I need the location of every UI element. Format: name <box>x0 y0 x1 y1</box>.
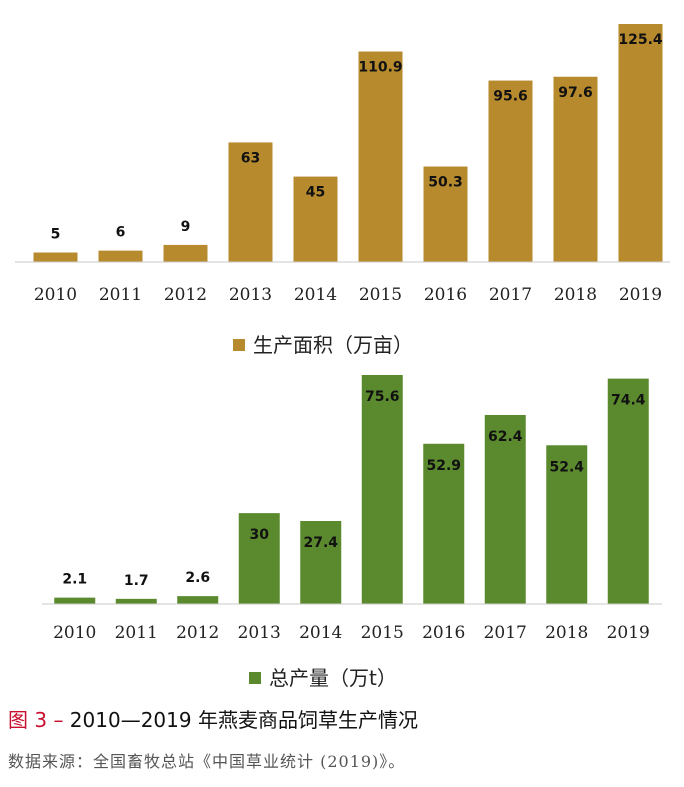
figure-number: 图 3 – <box>8 708 64 732</box>
bar-2017 <box>488 80 533 262</box>
x-tick-2018: 2018 <box>545 623 588 643</box>
x-tick-2016: 2016 <box>424 285 467 305</box>
data-label-2014: 45 <box>306 185 325 201</box>
x-tick-2010: 2010 <box>34 285 77 305</box>
x-tick-2018: 2018 <box>554 285 597 305</box>
bar-2010 <box>33 252 78 262</box>
data-label-2012: 9 <box>181 219 191 235</box>
legend-swatch <box>249 672 261 684</box>
bar-2016 <box>423 443 465 604</box>
bar-2015 <box>358 51 403 263</box>
bar-2011 <box>115 598 157 604</box>
data-label-2014: 27.4 <box>303 535 338 551</box>
data-label-2016: 50.3 <box>428 175 463 191</box>
data-label-2017: 95.6 <box>493 89 528 105</box>
bar-2010 <box>54 597 96 604</box>
x-tick-2016: 2016 <box>422 623 465 643</box>
data-source: 数据来源：全国畜牧总站《中国草业统计 (2019)》。 <box>8 752 406 771</box>
bar-2018 <box>546 445 588 604</box>
data-label-2018: 97.6 <box>558 85 593 101</box>
bar-2019 <box>618 24 663 262</box>
data-label-2017: 62.4 <box>488 429 523 445</box>
legend-label: 总产量（万t） <box>269 666 397 690</box>
x-tick-2015: 2015 <box>361 623 404 643</box>
charts-svg: 5 2010 6 2011 9 2012 63 2013 45 2014 110.9 2015 50.3… <box>15 24 670 690</box>
bar-2017 <box>484 414 526 604</box>
x-tick-2011: 2011 <box>99 285 142 305</box>
data-label-2010: 5 <box>51 227 61 243</box>
x-tick-2013: 2013 <box>238 623 281 643</box>
x-tick-2019: 2019 <box>607 623 650 643</box>
data-label-2016: 52.9 <box>426 458 461 474</box>
data-label-2013: 63 <box>241 150 260 166</box>
data-label-2018: 52.4 <box>549 459 584 475</box>
data-label-2019: 74.4 <box>611 393 646 409</box>
figure-title: 2010—2019 年燕麦商品饲草生产情况 <box>63 708 418 732</box>
x-tick-2017: 2017 <box>489 285 532 305</box>
bar-2012 <box>177 596 219 604</box>
bar-2018 <box>553 76 598 262</box>
x-tick-2014: 2014 <box>294 285 337 305</box>
x-tick-2011: 2011 <box>115 623 158 643</box>
data-label-2013: 30 <box>250 527 270 543</box>
x-tick-2017: 2017 <box>484 623 527 643</box>
x-tick-2015: 2015 <box>359 285 402 305</box>
x-tick-2012: 2012 <box>176 623 219 643</box>
bar-2016 <box>423 166 468 262</box>
x-tick-2019: 2019 <box>619 285 662 305</box>
bar-2019 <box>607 378 649 604</box>
data-label-2011: 6 <box>116 225 126 241</box>
data-label-2015: 110.9 <box>358 60 402 76</box>
chart-2: 2.1 2010 1.7 2011 2.6 2012 30 2013 27.4 2014 75.6 2… <box>42 375 662 690</box>
data-label-2010: 2.1 <box>62 572 87 588</box>
data-label-2015: 75.6 <box>365 389 400 405</box>
legend-label: 生产面积（万亩） <box>253 333 413 357</box>
x-tick-2013: 2013 <box>229 285 272 305</box>
bar-2011 <box>98 250 143 262</box>
bar-2013 <box>228 142 273 262</box>
bar-2015 <box>361 375 403 604</box>
chart-1: 5 2010 6 2011 9 2012 63 2013 45 2014 110.9 2015 50.3… <box>15 24 670 357</box>
data-label-2011: 1.7 <box>124 573 149 589</box>
x-tick-2012: 2012 <box>164 285 207 305</box>
data-label-2019: 125.4 <box>618 32 663 48</box>
charts-container: 5 2010 6 2011 9 2012 63 2013 45 2014 110.9 2015 50.3… <box>15 24 670 690</box>
legend-swatch <box>233 339 245 351</box>
bar-2013 <box>238 513 280 604</box>
x-tick-2014: 2014 <box>299 623 342 643</box>
x-tick-2010: 2010 <box>53 623 96 643</box>
figure-caption: 图 3 – 2010—2019 年燕麦商品饲草生产情况 <box>8 704 418 733</box>
bar-2012 <box>163 244 208 262</box>
data-label-2012: 2.6 <box>185 570 210 586</box>
bar-2014 <box>293 176 338 262</box>
bar-2014 <box>300 521 342 604</box>
